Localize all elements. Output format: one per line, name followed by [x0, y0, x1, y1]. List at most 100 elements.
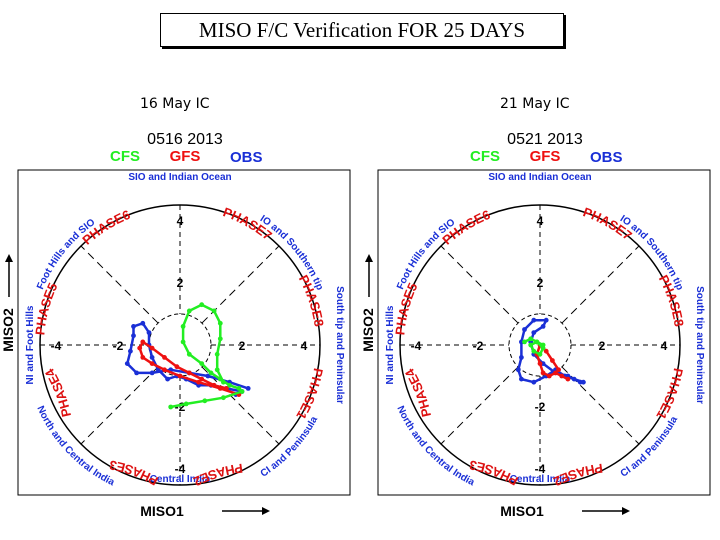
- panel-1-ic-label: 16 May IC: [140, 96, 210, 112]
- obs-point-15: [149, 355, 155, 360]
- gfs-point-11: [162, 355, 167, 360]
- region-lower-right: CI and Peninsula: [259, 414, 321, 479]
- y-axis-arrowhead: [365, 254, 373, 262]
- phase-diagram-panel-1: 0516 2013 CFS GFS OBS -4 -2 2 4 4 2 -2 -4 SIO and In…: [0, 125, 360, 530]
- cfs-point-17: [239, 389, 245, 394]
- gfs-point-11: [565, 376, 571, 382]
- obs-point-10: [531, 317, 537, 323]
- gfs-point-10: [559, 373, 565, 379]
- cfs-point-3: [214, 351, 220, 357]
- tick-x-neg2: -2: [113, 339, 124, 353]
- gfs-point-8: [137, 345, 143, 351]
- phase-5-label: PHASE5: [392, 280, 420, 335]
- gfs-point-3: [543, 348, 549, 354]
- cfs-point-5: [217, 320, 223, 326]
- diagonal-line-3: [440, 366, 519, 445]
- gfs-point-6: [149, 361, 155, 366]
- region-bottom: Central India: [510, 474, 571, 485]
- obs-point-13: [519, 355, 524, 360]
- gfs-point-8: [546, 373, 552, 379]
- phase-1-label: PHASE1: [653, 367, 686, 422]
- tick-y-neg2: -2: [175, 400, 186, 414]
- diagonal-line-4: [80, 245, 159, 324]
- gfs-point-13: [186, 370, 192, 376]
- cfs-point-19: [202, 398, 208, 404]
- gfs-point-15: [211, 382, 217, 388]
- cfs-point-21: [168, 404, 174, 410]
- cfs-point-1: [522, 339, 527, 345]
- cfs-point-16: [236, 386, 242, 391]
- region-left: NI and Foot Hills: [25, 305, 36, 384]
- cfs-point-8: [186, 308, 192, 314]
- cfs-point-7: [199, 302, 205, 308]
- gfs-point-2: [217, 386, 223, 391]
- legend-obs: OBS: [590, 149, 623, 166]
- cfs-point-13: [208, 370, 214, 376]
- obs-point-11: [131, 324, 136, 329]
- cfs-point-14: [217, 376, 223, 382]
- region-lower-left: North and Central India: [394, 404, 476, 488]
- gfs-point-9: [140, 339, 146, 345]
- gfs-point-16: [224, 386, 229, 391]
- cfs-point-2: [528, 336, 534, 342]
- region-upper-right: IO and Southern tip: [258, 213, 325, 291]
- gfs-point-1: [556, 367, 561, 373]
- obs-point-21: [581, 379, 586, 385]
- obs-point-8: [540, 324, 546, 329]
- obs-point-16: [531, 379, 537, 385]
- phase-1-label: PHASE1: [293, 367, 326, 422]
- cfs-point-5: [537, 351, 543, 357]
- obs-point-20: [571, 376, 577, 382]
- gfs-point-9: [553, 370, 558, 376]
- cfs-point-12: [199, 361, 205, 366]
- cfs-point-9: [180, 324, 186, 329]
- tick-x-2: 2: [599, 339, 606, 353]
- obs-point-12: [140, 320, 146, 326]
- legend-obs: OBS: [230, 149, 263, 166]
- tick-y-2: 2: [537, 276, 544, 290]
- region-lower-left: North and Central India: [34, 404, 116, 488]
- phase-2-label: PHASE2: [191, 461, 244, 490]
- tick-x-4: 4: [661, 339, 668, 353]
- cfs-point-8: [534, 339, 540, 345]
- obs-point-15: [519, 376, 524, 382]
- chart-date: 0521 2013: [507, 131, 583, 148]
- gfs-point-12: [174, 364, 180, 370]
- cfs-point-15: [227, 382, 233, 388]
- cfs-point-11: [186, 351, 192, 357]
- region-top: SIO and Indian Ocean: [128, 172, 231, 183]
- legend-cfs: CFS: [110, 148, 140, 165]
- gfs-point-6: [537, 361, 543, 366]
- x-axis-arrowhead: [262, 507, 270, 515]
- gfs-point-10: [149, 345, 155, 351]
- cfs-point-18: [221, 395, 226, 401]
- obs-series-line: [517, 318, 584, 384]
- diagonal-line-2: [561, 245, 640, 324]
- tick-x-neg4: -4: [51, 339, 62, 353]
- obs-point-9: [127, 348, 133, 354]
- obs-point-13: [146, 330, 152, 335]
- diagonal-line-3: [80, 366, 159, 445]
- plot-frame: [17, 169, 351, 496]
- tick-x-2: 2: [239, 339, 246, 353]
- phase-3-label: PHASE3: [108, 457, 160, 488]
- region-lower-right: CI and Peninsula: [619, 414, 681, 479]
- cfs-point-10: [180, 339, 186, 345]
- y-axis-title: MISO2: [0, 308, 16, 352]
- obs-point-8: [124, 361, 130, 366]
- diagonal-line-4: [440, 245, 519, 324]
- region-right: South tip and Peninsular: [334, 286, 345, 404]
- cfs-point-1: [221, 379, 226, 385]
- obs-point-11: [522, 327, 527, 332]
- chart-date: 0516 2013: [147, 131, 223, 148]
- tick-x-4: 4: [301, 339, 308, 353]
- tick-y-4: 4: [537, 214, 544, 228]
- tick-x-neg4: -4: [411, 339, 422, 353]
- cfs-point-20: [183, 401, 189, 407]
- gfs-point-14: [199, 376, 205, 382]
- gfs-point-2: [550, 358, 555, 363]
- tick-y-neg4: -4: [175, 462, 186, 476]
- tick-y-2: 2: [177, 276, 184, 290]
- obs-point-3: [205, 373, 211, 379]
- legend-gfs: GFS: [530, 148, 561, 165]
